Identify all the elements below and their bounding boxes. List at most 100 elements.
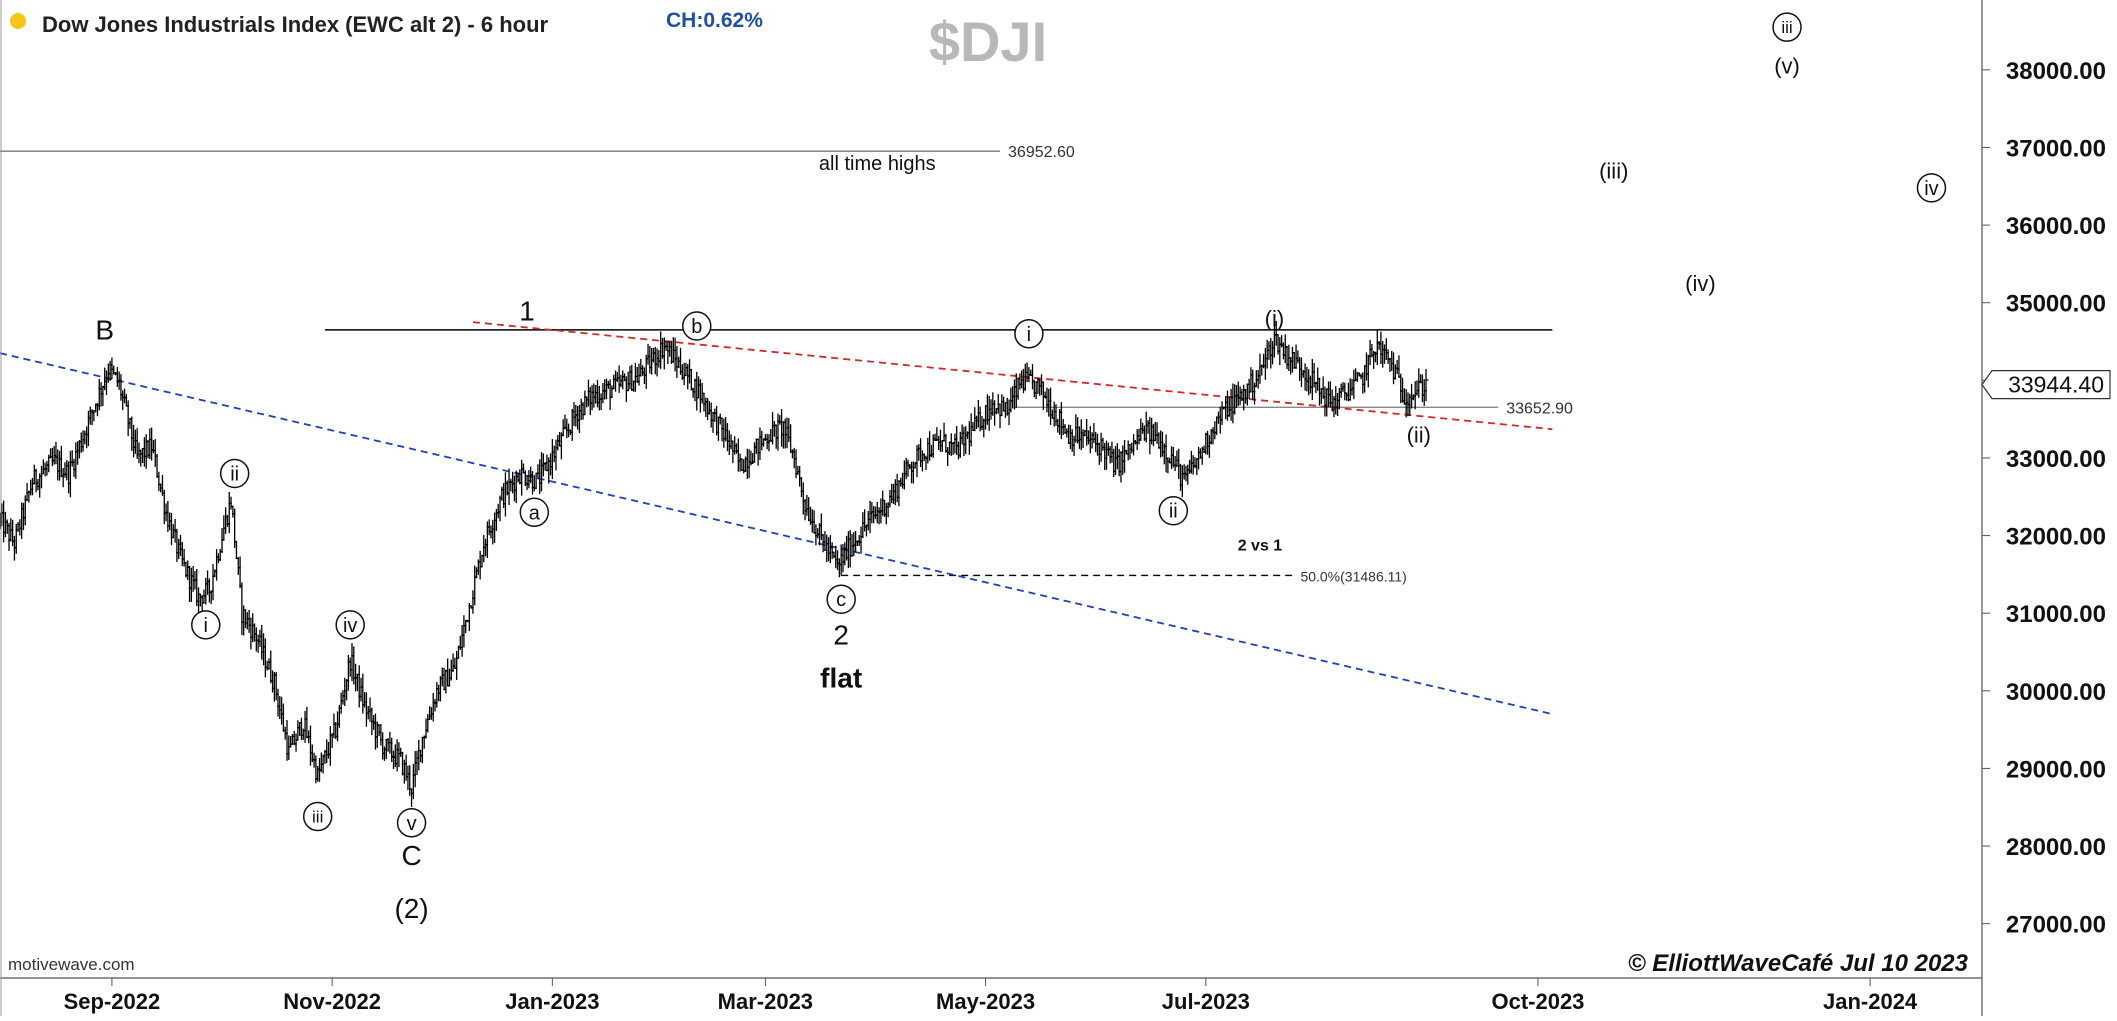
- title-dot-icon: [10, 13, 26, 29]
- x-tick-label: Nov-2022: [283, 989, 381, 1014]
- wave-label-circle: [1014, 319, 1044, 349]
- x-tick-label: May-2023: [936, 989, 1035, 1014]
- wave-label-circle: [219, 458, 250, 489]
- wave-label-text: flat: [820, 662, 862, 693]
- y-tick-label: 36000.00: [2006, 213, 2106, 240]
- wave-label-circle: [682, 311, 712, 341]
- wave-label-text: (v): [1774, 54, 1800, 79]
- wave-label-circled: iii: [1772, 12, 1802, 42]
- wave-label: all time highs: [819, 153, 936, 175]
- x-tick-label: Sep-2022: [64, 989, 161, 1014]
- x-tick-label: Mar-2023: [718, 989, 813, 1014]
- wave-label-circle: [1158, 495, 1189, 526]
- wave-label-text: all time highs: [819, 153, 936, 175]
- x-tick-label: Jan-2024: [1823, 989, 1918, 1014]
- wave-label-circled: iii: [302, 801, 333, 832]
- y-tick-label: 27000.00: [2006, 912, 2106, 939]
- wave-label-circled: ii: [219, 458, 250, 489]
- wave-label: 2 vs 1: [1238, 537, 1283, 554]
- wave-label: C: [401, 840, 421, 871]
- wave-label-text: (i): [1265, 306, 1285, 331]
- wave-label-circled: i: [191, 610, 221, 640]
- wave-label: (2): [394, 893, 428, 924]
- wave-label-circled: iv: [335, 610, 365, 640]
- chart-title: Dow Jones Industrials Index (EWC alt 2) …: [42, 12, 549, 37]
- y-tick-label: 38000.00: [2006, 58, 2106, 85]
- wave-label-text: v: [407, 813, 417, 835]
- wave-label-circled: c: [826, 584, 856, 614]
- wave-label: 2: [833, 620, 849, 651]
- wave-label-text: ii: [230, 463, 239, 485]
- wave-label-circle: [396, 808, 427, 838]
- source-label: motivewave.com: [8, 955, 135, 974]
- wave-label: (iii): [1599, 158, 1628, 183]
- wave-label-text: ii: [1169, 501, 1178, 523]
- change-value: CH:0.62%: [666, 9, 763, 32]
- wave-label: 1: [519, 295, 535, 326]
- wave-label-text: (iv): [1685, 271, 1716, 296]
- wave-label-circled: i: [1014, 319, 1044, 349]
- wave-label-circled: a: [519, 497, 550, 528]
- last-price-box: [1981, 370, 2111, 400]
- wave-label-text: 2: [833, 620, 849, 651]
- wave-label: (ii): [1407, 422, 1431, 447]
- y-tick-label: 33000.00: [2006, 446, 2106, 473]
- wave-label-circled: b: [682, 311, 712, 341]
- y-tick-label: 32000.00: [2006, 524, 2106, 551]
- wave-label: B: [95, 315, 114, 346]
- wave-label-text: (iii): [1599, 158, 1628, 183]
- wave-label-circle: [191, 610, 221, 640]
- trend-line: [472, 321, 1553, 431]
- wave-label-circle: [1772, 12, 1802, 42]
- wave-label-text: iv: [343, 615, 357, 637]
- wave-label-circled: v: [396, 808, 427, 838]
- level-line-label: 33652.90: [1506, 400, 1573, 417]
- trend-line: [0, 352, 1553, 715]
- wave-label-circle: [1916, 173, 1947, 203]
- wave-label-text: i: [1027, 324, 1031, 346]
- y-tick-label: 28000.00: [2006, 834, 2106, 861]
- wave-label: (iv): [1685, 271, 1716, 296]
- y-tick-label: 37000.00: [2006, 135, 2106, 162]
- price-bars: [0, 320, 1429, 807]
- last-price-tag: 33944.40: [1981, 370, 2111, 400]
- wave-label-text: i: [204, 615, 208, 637]
- x-tick-label: Oct-2023: [1491, 989, 1584, 1014]
- wave-label-text: C: [401, 840, 421, 871]
- wave-label: flat: [820, 662, 862, 693]
- wave-label-text: B: [95, 315, 114, 346]
- chart-lines: 36952.60 33652.90 50.0%(31486.11): [0, 144, 1573, 715]
- wave-label-circle: [335, 610, 365, 640]
- wave-label-text: a: [529, 502, 541, 524]
- copyright-label: © ElliottWaveCafé Jul 10 2023: [1628, 950, 1969, 977]
- wave-label-circled: ii: [1158, 495, 1189, 526]
- level-line-label: 50.0%(31486.11): [1300, 568, 1406, 584]
- wave-label-text: (ii): [1407, 422, 1431, 447]
- wave-label-circle: [826, 584, 856, 614]
- wave-label: (v): [1774, 54, 1800, 79]
- wave-label-text: iv: [1924, 178, 1938, 200]
- level-line-label: 36952.60: [1008, 144, 1075, 161]
- x-tick-label: Jan-2023: [505, 989, 599, 1014]
- wave-label-circled: iv: [1916, 173, 1947, 203]
- y-tick-label: 29000.00: [2006, 756, 2106, 783]
- wave-label: (i): [1265, 306, 1285, 331]
- wave-label-text: 1: [519, 295, 535, 326]
- wave-label-text: b: [691, 316, 702, 338]
- y-tick-label: 31000.00: [2006, 601, 2106, 628]
- y-tick-label: 35000.00: [2006, 291, 2106, 318]
- wave-label-text: 2 vs 1: [1238, 537, 1283, 554]
- wave-label-circle: [519, 497, 550, 528]
- x-tick-label: Jul-2023: [1162, 989, 1250, 1014]
- price-bar: [1423, 368, 1429, 402]
- wave-label-text: iii: [1781, 18, 1792, 37]
- wave-label-text: c: [836, 589, 846, 611]
- wave-label-text: iii: [312, 808, 323, 827]
- symbol-watermark: $DJI: [929, 10, 1047, 73]
- wave-label-text: (2): [394, 893, 428, 924]
